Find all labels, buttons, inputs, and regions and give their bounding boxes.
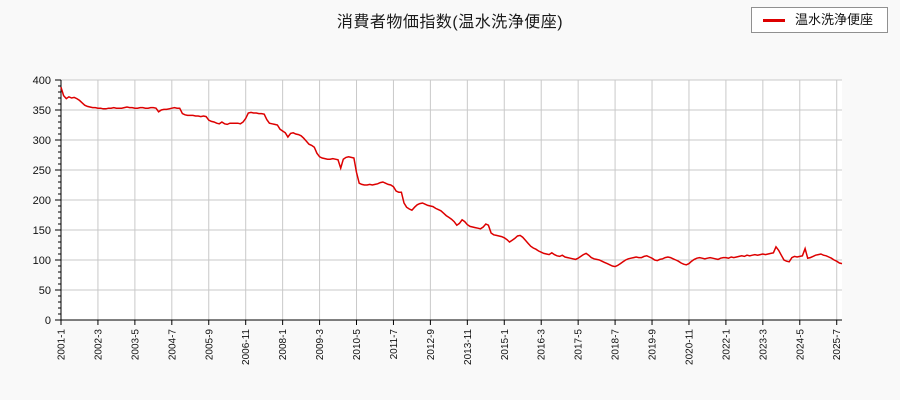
x-tick-label: 2011-7 — [389, 329, 400, 360]
legend-line-swatch — [762, 18, 785, 22]
chart-title: 消費者物価指数(温水洗浄便座) — [336, 14, 564, 31]
y-tick-label: 400 — [33, 75, 51, 87]
y-tick-label: 300 — [33, 135, 51, 147]
x-tick-label: 2016-3 — [537, 329, 548, 361]
x-tick-label: 2024-5 — [795, 329, 806, 361]
x-tick-label: 2023-3 — [758, 329, 769, 361]
y-tick-label: 0 — [45, 315, 51, 327]
legend: 温水洗浄便座 — [750, 7, 888, 33]
x-tick-label: 2006-11 — [241, 329, 252, 365]
x-tick-label: 2020-11 — [684, 329, 695, 365]
x-tick-label: 2017-5 — [574, 329, 585, 361]
x-tick-label: 2010-5 — [352, 329, 363, 361]
y-tick-label: 150 — [33, 225, 51, 237]
y-tick-label: 50 — [39, 285, 51, 297]
x-tick-label: 2004-7 — [167, 329, 178, 361]
x-tick-label: 2008-1 — [278, 329, 289, 361]
x-tick-label: 2005-9 — [204, 329, 215, 361]
y-tick-label: 200 — [33, 195, 51, 207]
x-tick-label: 2018-7 — [611, 329, 622, 361]
y-tick-label: 350 — [33, 105, 51, 117]
y-tick-label: 100 — [33, 255, 51, 267]
x-tick-label: 2015-1 — [500, 329, 511, 361]
y-tick-label: 250 — [33, 165, 51, 177]
x-tick-label: 2022-1 — [721, 329, 732, 361]
x-tick-label: 2002-3 — [93, 329, 104, 361]
cpi-line — [60, 86, 843, 268]
x-tick-label: 2009-3 — [315, 329, 326, 361]
x-tick-label: 2025-7 — [832, 329, 843, 361]
x-tick-label: 2003-5 — [130, 329, 141, 361]
x-tick-label: 2013-11 — [463, 329, 474, 365]
legend-series-label: 温水洗浄便座 — [794, 12, 873, 27]
x-tick-label: 2001-1 — [57, 329, 68, 361]
x-tick-label: 2012-9 — [426, 329, 437, 361]
x-tick-label: 2019-9 — [648, 329, 659, 361]
